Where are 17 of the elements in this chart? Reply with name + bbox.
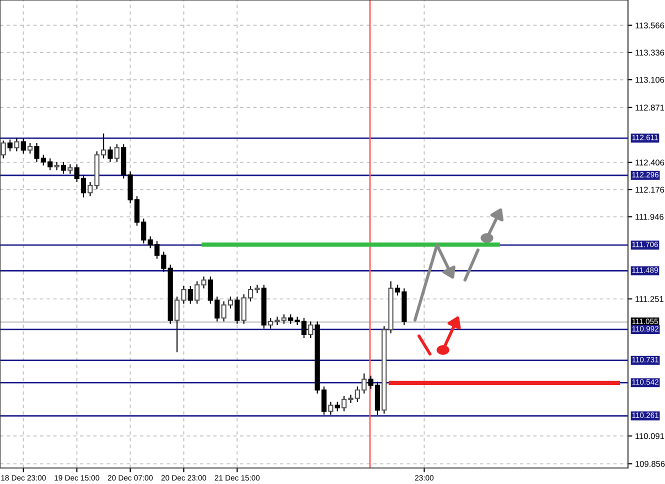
y-tick-label: 111.251 xyxy=(636,296,664,302)
candlestick xyxy=(108,146,113,162)
y-tick-label: 111.946 xyxy=(636,214,664,220)
y-tick-label: 109.856 xyxy=(636,460,665,467)
y-tick-label: 113.336 xyxy=(636,50,664,56)
candlestick xyxy=(7,138,13,152)
candlestick xyxy=(60,161,66,174)
candlestick xyxy=(334,401,340,412)
y-tick-label: 112.871 xyxy=(636,104,664,111)
y-tick-label: 113.106 xyxy=(636,76,664,83)
y-tick-label: 112.176 xyxy=(636,186,664,193)
candlestick xyxy=(20,138,26,154)
y-tick-label: 110.091 xyxy=(636,433,664,440)
candlestick xyxy=(188,285,193,304)
y-tick-label: 113.566 xyxy=(636,22,664,28)
y-tick-label: 112.406 xyxy=(636,160,664,166)
candlestick xyxy=(234,296,240,324)
